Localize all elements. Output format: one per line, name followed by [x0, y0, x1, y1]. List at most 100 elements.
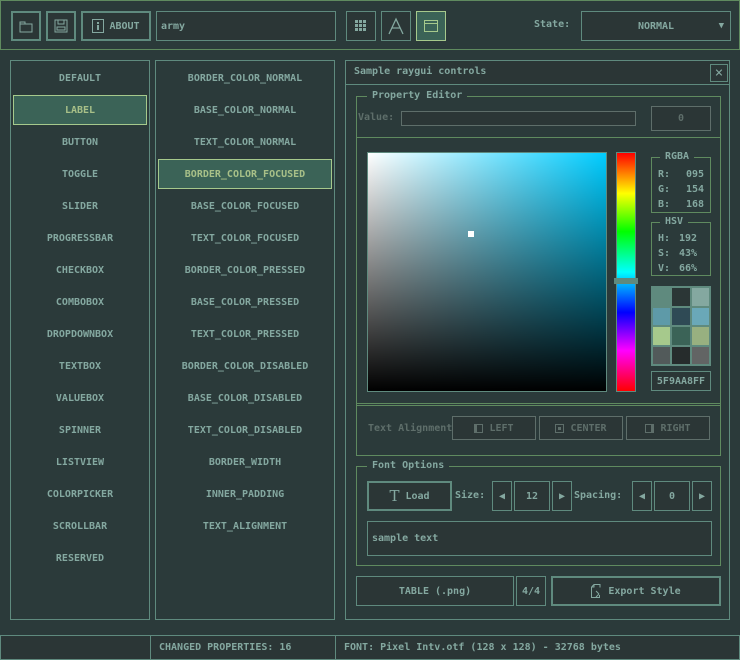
palette-swatch[interactable]	[691, 327, 709, 345]
hex-input[interactable]: 5F9AA8FF	[651, 371, 711, 391]
controls-view-button[interactable]	[346, 11, 376, 41]
s-value: 43%	[679, 248, 698, 259]
sample-text-input[interactable]: sample text	[367, 521, 712, 556]
property-list-item[interactable]: BORDER_COLOR_NORMAL	[187, 72, 303, 84]
align-left-button[interactable]: LEFT	[452, 416, 536, 440]
palette-swatch[interactable]	[653, 288, 671, 306]
color-picker-panel[interactable]	[367, 152, 607, 392]
page-indicator: 4/4	[516, 576, 546, 606]
size-label: Size:	[455, 490, 486, 501]
palette-swatch[interactable]	[672, 307, 690, 325]
control-list-item[interactable]: SPINNER	[58, 424, 102, 436]
style-name-input[interactable]: army	[156, 11, 336, 41]
about-button[interactable]: ABOUT	[81, 11, 151, 41]
property-list-item[interactable]: BASE_COLOR_DISABLED	[187, 392, 303, 404]
palette-swatch[interactable]	[672, 288, 690, 306]
value-spinner[interactable]: 0	[651, 106, 711, 131]
state-dropdown[interactable]: NORMAL ▼	[581, 11, 731, 41]
window-view-button[interactable]	[416, 11, 446, 41]
control-list-item[interactable]: VALUEBOX	[55, 392, 105, 404]
controls-list: DEFAULT LABEL BUTTON TOGGLE SLIDER PROGRESSBA…	[10, 60, 150, 620]
property-list-item[interactable]: TEXT_COLOR_NORMAL	[193, 136, 297, 148]
property-list-item[interactable]: BASE_COLOR_NORMAL	[193, 104, 297, 116]
export-style-button[interactable]: Export Style	[551, 576, 721, 606]
palette-swatch[interactable]	[672, 327, 690, 345]
control-list-item[interactable]: COLORPICKER	[46, 488, 114, 500]
palette-swatch[interactable]	[691, 307, 709, 325]
value-input[interactable]	[401, 111, 636, 126]
property-list-item[interactable]: TEXT_COLOR_PRESSED	[190, 328, 300, 340]
palette-swatch[interactable]	[672, 346, 690, 364]
property-list-item[interactable]: TEXT_ALIGNMENT	[202, 520, 288, 532]
color-cursor[interactable]	[468, 231, 474, 237]
palette-swatch[interactable]	[653, 346, 671, 364]
property-list-item[interactable]: TEXT_COLOR_DISABLED	[187, 424, 303, 436]
property-list-item[interactable]: INNER_PADDING	[205, 488, 285, 500]
h-label: H:	[658, 233, 671, 244]
h-value: 192	[679, 233, 698, 244]
spacing-value[interactable]: 0	[654, 481, 690, 511]
align-center-button[interactable]: CENTER	[539, 416, 623, 440]
property-list-item[interactable]: BORDER_COLOR_FOCUSED	[158, 159, 332, 189]
rgba-labels: R: G: B:	[658, 167, 670, 212]
arrow-right-icon: ▶	[558, 490, 566, 502]
property-editor-title: Property Editor	[367, 90, 468, 102]
text-icon: T	[389, 487, 400, 505]
grid-icon	[355, 20, 366, 31]
load-style-button[interactable]	[11, 11, 41, 41]
v-value: 66%	[679, 263, 698, 274]
control-list-item[interactable]: TOGGLE	[61, 168, 99, 180]
palette-swatch[interactable]	[653, 327, 671, 345]
hsv-labels: H: S: V:	[658, 231, 670, 276]
palette-swatch[interactable]	[691, 288, 709, 306]
size-increase-button[interactable]: ▶	[552, 481, 572, 511]
control-list-item[interactable]: LABEL	[13, 95, 147, 125]
rgba-title: RGBA	[660, 151, 695, 163]
value-label: Value:	[358, 112, 395, 123]
align-center-label: CENTER	[570, 422, 607, 434]
properties-list: BORDER_COLOR_NORMAL BASE_COLOR_NORMAL TEXT…	[155, 60, 335, 620]
control-list-item[interactable]: RESERVED	[55, 552, 105, 564]
hue-bar[interactable]	[614, 152, 638, 392]
save-style-button[interactable]	[46, 11, 76, 41]
control-list-item[interactable]: BUTTON	[61, 136, 99, 148]
control-list-item[interactable]: SCROLLBAR	[52, 520, 108, 532]
table-button[interactable]: TABLE (.png)	[356, 576, 514, 606]
hsv-title: HSV	[660, 216, 689, 228]
size-decrease-button[interactable]: ◀	[492, 481, 512, 511]
control-list-item[interactable]: DROPDOWNBOX	[46, 328, 114, 340]
property-list-item[interactable]: BORDER_WIDTH	[208, 456, 282, 468]
info-icon	[92, 19, 105, 33]
text-alignment-label: Text Alignment	[368, 423, 452, 434]
control-list-item[interactable]: SLIDER	[61, 200, 99, 212]
property-list-item[interactable]: TEXT_COLOR_FOCUSED	[190, 232, 300, 244]
status-font-info: FONT: Pixel Intv.otf (128 x 128) - 32768…	[335, 635, 740, 660]
property-list-item[interactable]: BORDER_COLOR_PRESSED	[184, 264, 306, 276]
property-list-item[interactable]: BORDER_COLOR_DISABLED	[181, 360, 309, 372]
property-list-item[interactable]: BASE_COLOR_FOCUSED	[190, 200, 300, 212]
align-right-button[interactable]: RIGHT	[626, 416, 710, 440]
load-label: Load	[405, 490, 430, 502]
spacing-decrease-button[interactable]: ◀	[632, 481, 652, 511]
export-label: Export Style	[608, 585, 681, 597]
control-list-item[interactable]: DEFAULT	[58, 72, 102, 84]
g-label: G:	[658, 184, 671, 195]
close-button[interactable]: ×	[710, 64, 728, 82]
control-list-item[interactable]: LISTVIEW	[55, 456, 105, 468]
property-list-item[interactable]: BASE_COLOR_PRESSED	[190, 296, 300, 308]
v-label: V:	[658, 263, 671, 274]
sample-window: Sample raygui controls × Property Editor…	[345, 60, 730, 620]
control-list-item[interactable]: TEXTBOX	[58, 360, 102, 372]
control-list-item[interactable]: COMBOBOX	[55, 296, 105, 308]
palette-swatch[interactable]	[653, 307, 671, 325]
hue-slider-handle[interactable]	[614, 278, 638, 284]
palette-swatch[interactable]	[691, 346, 709, 364]
spacing-increase-button[interactable]: ▶	[692, 481, 712, 511]
property-editor-group: Property Editor Value: 0 RGBA R: G: B: 095…	[356, 90, 721, 406]
control-list-item[interactable]: CHECKBOX	[55, 264, 105, 276]
control-list-item[interactable]: PROGRESSBAR	[46, 232, 114, 244]
size-value[interactable]: 12	[514, 481, 550, 511]
arrow-left-icon: ◀	[638, 490, 646, 502]
load-font-button[interactable]: T Load	[367, 481, 452, 511]
font-view-button[interactable]	[381, 11, 411, 41]
